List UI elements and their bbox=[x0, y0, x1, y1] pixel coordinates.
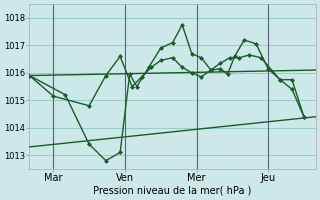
X-axis label: Pression niveau de la mer( hPa ): Pression niveau de la mer( hPa ) bbox=[93, 186, 252, 196]
